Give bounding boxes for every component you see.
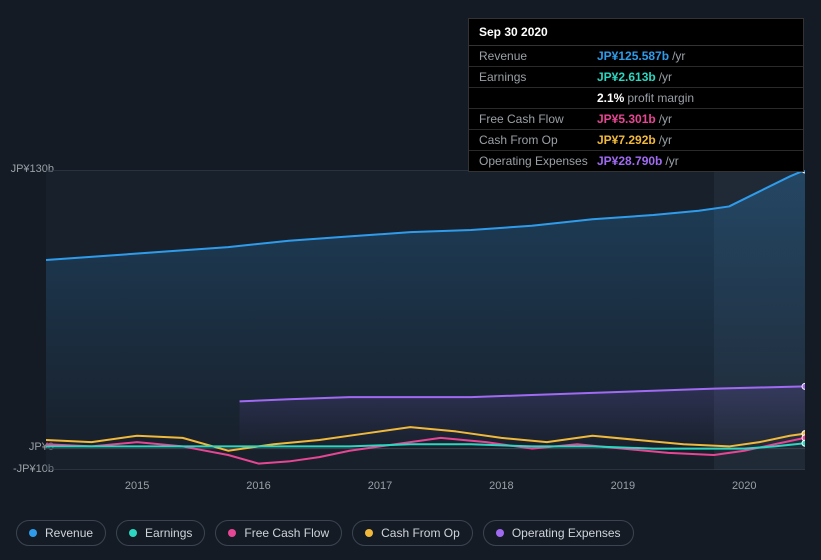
tooltip-row-unit: /yr xyxy=(672,49,685,63)
tooltip-row-unit: /yr xyxy=(659,112,672,126)
x-axis-label: 2019 xyxy=(611,480,635,492)
tooltip-row-label: Earnings xyxy=(479,70,597,84)
legend-dot-icon xyxy=(496,529,504,537)
legend-label: Earnings xyxy=(145,526,192,540)
legend-item[interactable]: Revenue xyxy=(16,520,106,546)
legend-dot-icon xyxy=(129,529,137,537)
tooltip-date: Sep 30 2020 xyxy=(469,19,803,46)
tooltip-row-label: Operating Expenses xyxy=(479,154,597,168)
x-axis-label: 2018 xyxy=(489,480,513,492)
chart-svg xyxy=(46,170,805,470)
tooltip-row: 2.1%profit margin xyxy=(469,88,803,109)
tooltip-row-label: Cash From Op xyxy=(479,133,597,147)
tooltip-row-unit: /yr xyxy=(665,154,678,168)
tooltip-row: Cash From OpJP¥7.292b/yr xyxy=(469,130,803,151)
legend-item[interactable]: Free Cash Flow xyxy=(215,520,342,546)
tooltip-row-value: JP¥7.292b xyxy=(597,133,656,147)
tooltip-row-value: JP¥125.587b xyxy=(597,49,669,63)
x-axis-label: 2020 xyxy=(732,480,756,492)
legend-dot-icon xyxy=(365,529,373,537)
legend-item[interactable]: Cash From Op xyxy=(352,520,473,546)
tooltip-row: EarningsJP¥2.613b/yr xyxy=(469,67,803,88)
tooltip-row-unit: /yr xyxy=(659,133,672,147)
x-axis-label: 2015 xyxy=(125,480,149,492)
legend-label: Operating Expenses xyxy=(512,526,621,540)
tooltip-row-value: JP¥28.790b xyxy=(597,154,662,168)
tooltip-row-label: Revenue xyxy=(479,49,597,63)
legend-label: Revenue xyxy=(45,526,93,540)
legend-dot-icon xyxy=(29,529,37,537)
x-axis-label: 2016 xyxy=(246,480,270,492)
tooltip-row: RevenueJP¥125.587b/yr xyxy=(469,46,803,67)
chart-area[interactable]: JP¥130bJP¥0-JP¥10b 201520162017201820192… xyxy=(16,150,805,510)
tooltip-row-value: JP¥5.301b xyxy=(597,112,656,126)
legend-item[interactable]: Operating Expenses xyxy=(483,520,634,546)
tooltip-row-value: JP¥2.613b xyxy=(597,70,656,84)
legend-dot-icon xyxy=(228,529,236,537)
tooltip-panel: Sep 30 2020 RevenueJP¥125.587b/yrEarning… xyxy=(468,18,804,172)
legend: Revenue Earnings Free Cash Flow Cash From O… xyxy=(16,520,634,546)
tooltip-row: Free Cash FlowJP¥5.301b/yr xyxy=(469,109,803,130)
legend-label: Free Cash Flow xyxy=(244,526,329,540)
legend-item[interactable]: Earnings xyxy=(116,520,205,546)
series-end-dot xyxy=(802,440,805,446)
x-axis: 2015 2016 2017 2018 2019 2020 xyxy=(46,480,805,500)
tooltip-row: Operating ExpensesJP¥28.790b/yr xyxy=(469,151,803,171)
tooltip-row-unit: /yr xyxy=(659,70,672,84)
tooltip-extra-label: profit margin xyxy=(627,91,694,105)
tooltip-extra-value: 2.1% xyxy=(597,91,624,105)
series-end-dot xyxy=(802,383,805,389)
legend-label: Cash From Op xyxy=(381,526,460,540)
tooltip-row-label: Free Cash Flow xyxy=(479,112,597,126)
x-axis-label: 2017 xyxy=(368,480,392,492)
